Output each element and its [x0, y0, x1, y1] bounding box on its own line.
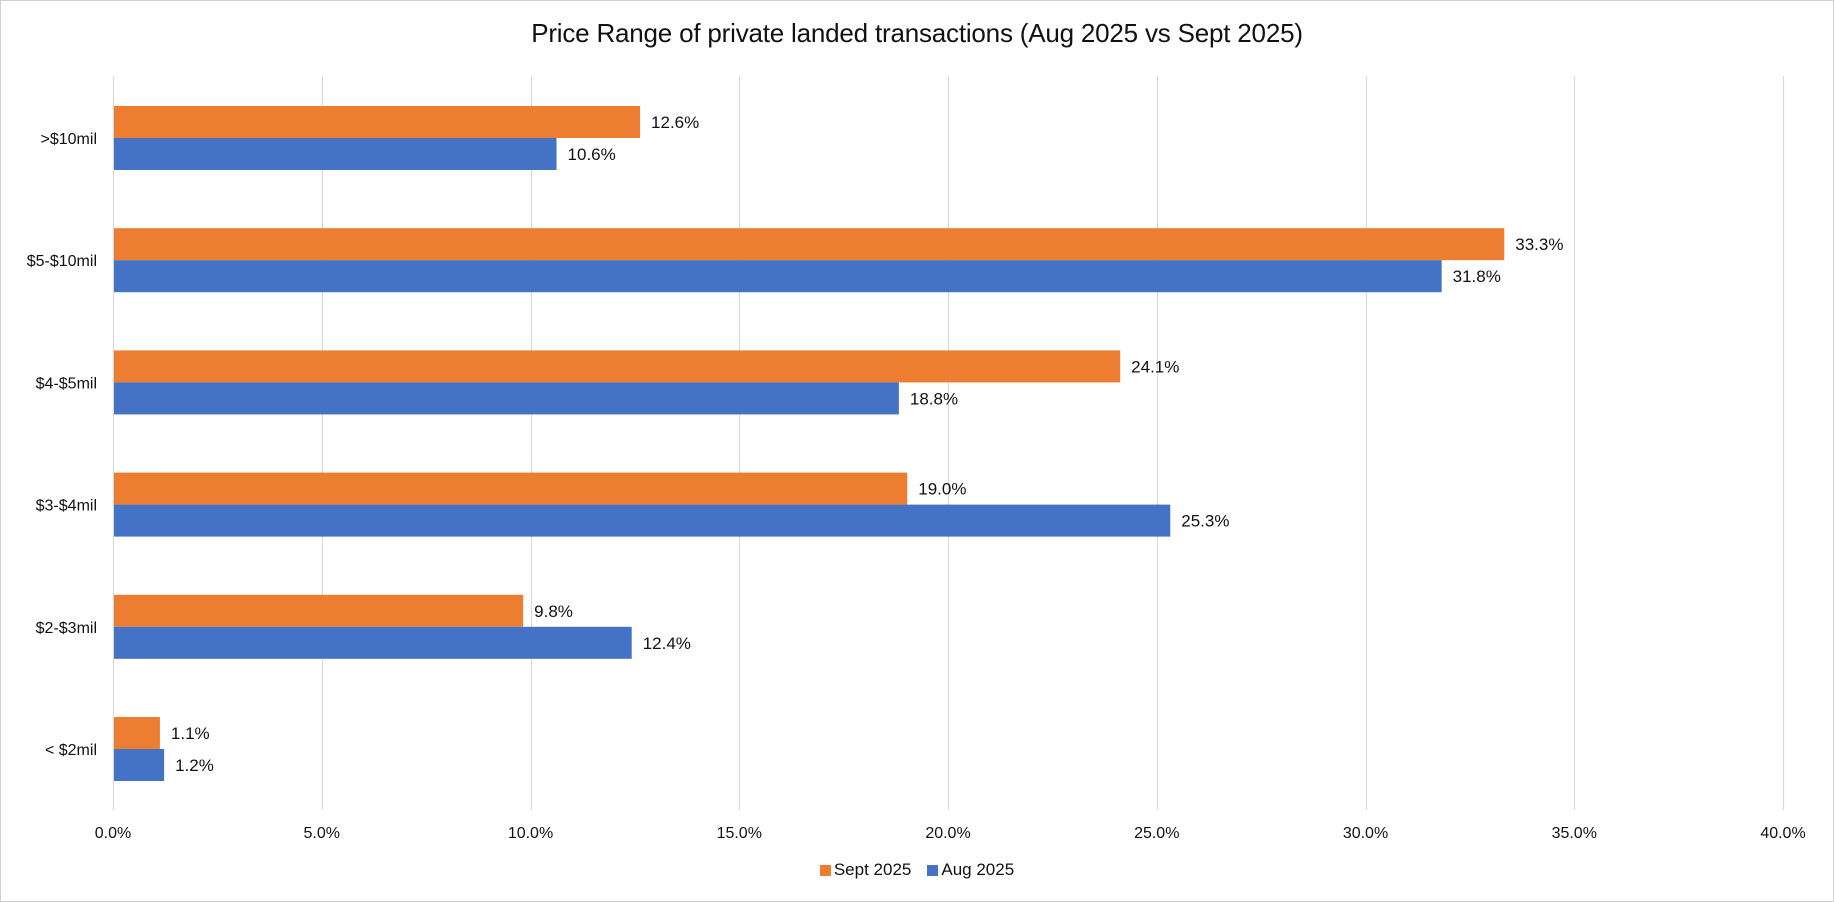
category-label: < $2mil — [45, 742, 97, 759]
data-label: 9.8% — [534, 602, 573, 621]
x-tick-label: 5.0% — [304, 825, 340, 842]
bar-aug-2025[interactable] — [114, 138, 557, 170]
category-label: $3-$4mil — [36, 498, 97, 515]
data-labels: 12.6% 10.6% 33.3% 31.8% 24.1% 18.8% 19.0% 25.3%… — [171, 113, 1564, 775]
category-label: $4-$5mil — [36, 375, 97, 392]
bar-sept-2025[interactable] — [114, 594, 524, 627]
legend-label-sept-2025: Sept 2025 — [833, 860, 912, 879]
bar-sept-2025[interactable] — [114, 106, 641, 138]
chart-title: Price Range of private landed transactio… — [531, 18, 1303, 48]
x-tick-label: 0.0% — [95, 825, 131, 842]
data-label: 12.4% — [643, 634, 691, 653]
data-label: 25.3% — [1181, 512, 1229, 531]
x-tick-label: 20.0% — [925, 825, 970, 842]
bars — [114, 106, 1505, 781]
bar-aug-2025[interactable] — [114, 504, 1171, 537]
legend-swatch-aug-2025 — [927, 864, 939, 876]
data-label: 1.1% — [171, 724, 210, 743]
data-label: 33.3% — [1515, 235, 1563, 254]
category-axis: >$10mil $5-$10mil $4-$5mil $3-$4mil $2-$3mil… — [27, 131, 97, 759]
legend-item-aug-2025[interactable]: Aug 2025 — [927, 860, 1014, 880]
x-tick-label: 25.0% — [1134, 825, 1179, 842]
bar-sept-2025[interactable] — [114, 717, 160, 749]
data-label: 18.8% — [910, 389, 958, 408]
legend-item-sept-2025[interactable]: Sept 2025 — [819, 860, 912, 880]
data-label: 1.2% — [175, 756, 214, 775]
category-label: >$10mil — [41, 131, 97, 148]
x-tick-label: 10.0% — [508, 825, 553, 842]
x-tick-label: 30.0% — [1343, 825, 1388, 842]
bar-sept-2025[interactable] — [114, 350, 1121, 383]
data-label: 10.6% — [568, 145, 616, 164]
data-label: 19.0% — [918, 480, 966, 499]
bar-aug-2025[interactable] — [114, 749, 165, 781]
data-label: 31.8% — [1453, 267, 1501, 286]
legend: Sept 2025 Aug 2025 — [0, 860, 1834, 880]
bar-sept-2025[interactable] — [114, 228, 1505, 261]
bar-aug-2025[interactable] — [114, 260, 1442, 293]
x-tick-label: 35.0% — [1552, 825, 1597, 842]
bar-sept-2025[interactable] — [114, 472, 908, 505]
x-tick-label: 15.0% — [717, 825, 762, 842]
legend-label-aug-2025: Aug 2025 — [941, 860, 1015, 879]
bar-aug-2025[interactable] — [114, 382, 899, 415]
x-tick-label: 40.0% — [1760, 825, 1805, 842]
value-axis: 0.0% 5.0% 10.0% 15.0% 20.0% 25.0% 30.0% 35.0% 40… — [95, 825, 1806, 842]
category-label: $5-$10mil — [27, 253, 97, 270]
legend-swatch-sept-2025 — [819, 864, 831, 876]
category-label: $2-$3mil — [36, 620, 97, 637]
bar-aug-2025[interactable] — [114, 626, 632, 659]
data-label: 12.6% — [651, 113, 699, 132]
data-label: 24.1% — [1131, 357, 1179, 376]
gridlines — [112, 76, 1785, 810]
